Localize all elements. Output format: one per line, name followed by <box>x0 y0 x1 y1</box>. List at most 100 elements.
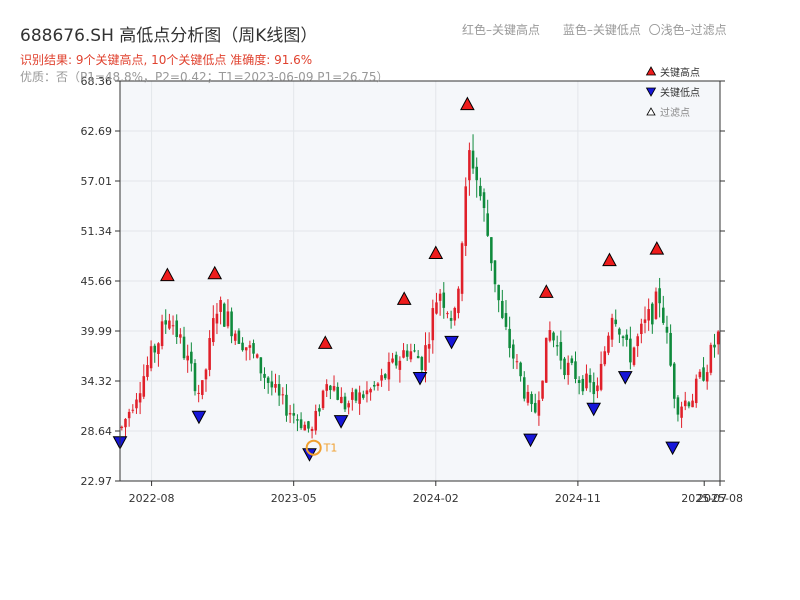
key-low-marker <box>586 402 602 417</box>
candle-body <box>621 336 625 339</box>
candle-body <box>453 307 457 321</box>
y-tick-label: 51.34 <box>81 225 113 238</box>
candle-body <box>501 300 504 318</box>
candle-body <box>640 323 643 335</box>
candle-body <box>603 351 607 365</box>
candle-body <box>548 330 552 341</box>
candle-body <box>479 185 482 197</box>
key-high-marker <box>460 96 475 111</box>
legend-filtered-icon <box>646 107 656 116</box>
candle-body <box>146 365 149 377</box>
candle-body <box>552 332 555 341</box>
candle-body <box>171 325 175 327</box>
candle-body <box>149 346 153 369</box>
candle-body <box>574 361 577 380</box>
hint-light-filtered: 〇浅色–过滤点 <box>648 23 727 37</box>
x-tick-label: 2022-08 <box>129 492 175 505</box>
candle-body <box>208 338 211 370</box>
candle-body <box>255 354 259 358</box>
candle-body <box>277 384 281 396</box>
key-high-marker <box>538 284 554 298</box>
candle-body <box>369 389 372 393</box>
key-low-marker <box>665 441 680 456</box>
candle-body <box>182 336 186 359</box>
candle-body <box>186 355 189 361</box>
candle-body <box>636 336 639 347</box>
candle-body <box>618 328 621 335</box>
candle-body <box>460 243 464 294</box>
candle-body <box>252 343 255 354</box>
candle-body <box>201 380 204 395</box>
key-low-marker <box>412 371 428 386</box>
candle-body <box>394 354 398 366</box>
key-high-marker <box>396 291 412 305</box>
candle-body <box>665 326 669 333</box>
y-tick-label: 68.36 <box>81 75 113 88</box>
x-tick-label: 2024-02 <box>413 492 459 505</box>
candle-body <box>680 406 683 418</box>
candle-body <box>431 308 435 341</box>
candle-body <box>596 385 599 392</box>
candle-body <box>427 344 431 349</box>
candle-body <box>413 350 416 352</box>
candle-body <box>124 418 127 428</box>
y-tick-label: 45.66 <box>81 275 113 288</box>
candle-body <box>241 342 244 351</box>
candle-body <box>325 384 328 391</box>
candle-body <box>248 345 252 348</box>
candle-body <box>607 335 610 353</box>
candle-body <box>212 318 215 343</box>
candle-body <box>625 334 628 340</box>
candle-body <box>577 380 581 384</box>
candle-body <box>629 338 632 363</box>
candle-body <box>244 347 248 351</box>
key-high-marker <box>649 241 665 255</box>
candle-body <box>204 369 208 380</box>
candle-body <box>559 342 563 361</box>
candle-body <box>694 378 698 404</box>
candle-body <box>307 421 310 429</box>
candle-body <box>599 363 603 390</box>
candle-body <box>662 307 665 323</box>
candle-body <box>402 350 405 358</box>
key-low-marker <box>444 335 459 350</box>
candle-body <box>449 318 453 321</box>
candle-body <box>588 374 592 383</box>
candle-body <box>343 396 347 410</box>
candle-body <box>197 392 200 394</box>
candle-body <box>351 392 354 400</box>
candle-body <box>168 320 171 329</box>
candle-body <box>292 413 296 416</box>
candle-body <box>190 351 193 364</box>
candle-body <box>233 333 237 341</box>
quality-summary: 优质：否（P1=48.8%，P2=0.42；T1=2023-06-09 P1=2… <box>20 70 389 84</box>
candle-body <box>288 413 292 415</box>
candle-body <box>142 376 146 397</box>
candle-body <box>537 400 541 416</box>
candle-body <box>632 347 636 365</box>
key-high-marker <box>160 267 175 282</box>
candle-body <box>643 319 647 323</box>
x-tick-label: 2024-11 <box>555 492 601 505</box>
candle-body <box>705 372 709 382</box>
candle-body <box>555 345 559 347</box>
candle-body <box>391 358 394 363</box>
legend-label: 关键低点 <box>660 86 700 99</box>
candle-body <box>164 320 168 325</box>
candle-body <box>314 410 318 431</box>
candle-body <box>522 377 526 399</box>
candle-body <box>120 426 124 428</box>
candle-body <box>230 311 233 337</box>
candle-body <box>493 260 497 285</box>
candle-body <box>570 358 574 363</box>
candle-body <box>318 408 321 412</box>
key-high-marker <box>428 245 444 260</box>
candle-body <box>321 390 325 409</box>
candle-body <box>713 344 716 348</box>
candle-body <box>219 300 222 312</box>
candle-body <box>266 377 270 383</box>
candle-body <box>274 384 277 388</box>
candle-body <box>270 381 274 388</box>
candle-body <box>691 400 694 408</box>
x-tick-label: 2023-05 <box>271 492 317 505</box>
